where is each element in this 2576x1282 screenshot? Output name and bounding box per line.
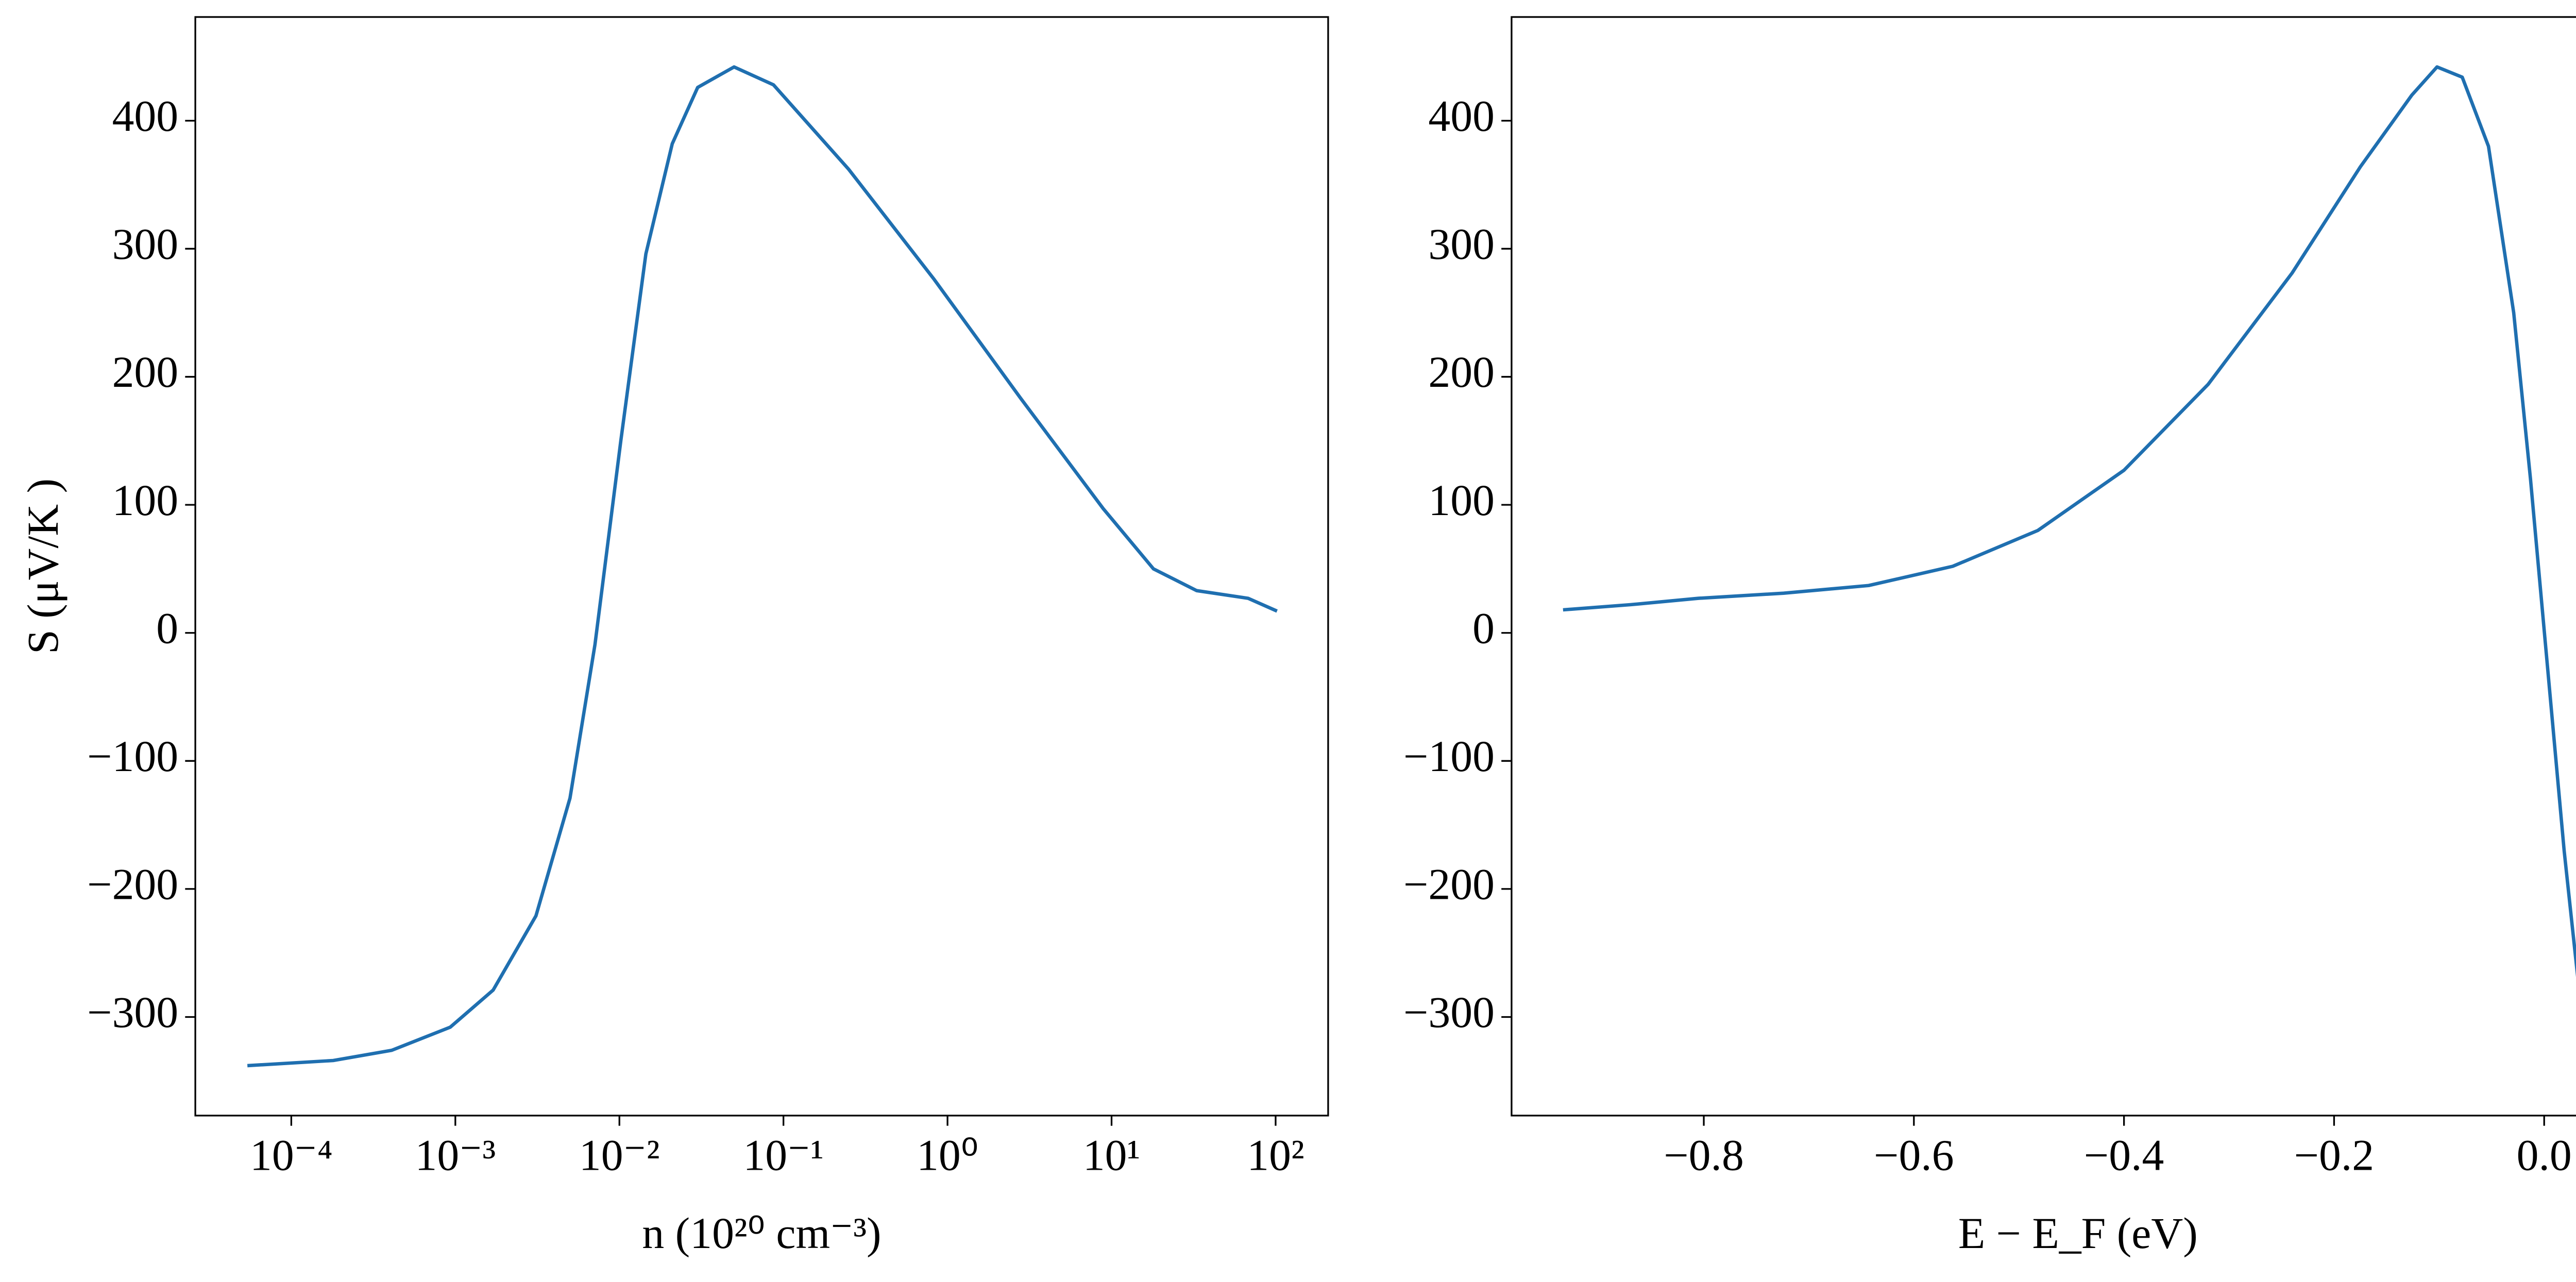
y-tick-label: 400 bbox=[1428, 92, 1495, 141]
x-tick-label: −0.2 bbox=[2294, 1131, 2374, 1180]
y-tick-label: −200 bbox=[87, 860, 178, 909]
y-tick-label: −300 bbox=[87, 988, 178, 1037]
y-axis-label: S (μV/K ) bbox=[19, 478, 67, 654]
x-tick-label: 10¹ bbox=[1083, 1131, 1140, 1180]
x-tick-label: 10⁻¹ bbox=[743, 1131, 824, 1180]
y-tick-label: 100 bbox=[112, 476, 179, 525]
y-tick-label: −100 bbox=[87, 732, 178, 781]
data-line bbox=[1563, 65, 2576, 978]
y-tick-label: 0 bbox=[156, 604, 178, 653]
y-tick-label: 200 bbox=[1428, 348, 1495, 397]
y-tick-label: 200 bbox=[112, 348, 179, 397]
x-tick-label: −0.6 bbox=[1874, 1131, 1954, 1180]
y-tick-label: 100 bbox=[1428, 476, 1495, 525]
x-tick-label: 10⁻⁴ bbox=[250, 1131, 333, 1180]
x-tick-label: −0.8 bbox=[1664, 1131, 1743, 1180]
x-axis-label: E − E_F (eV) bbox=[1958, 1209, 2198, 1258]
y-tick-label: −300 bbox=[1403, 988, 1495, 1037]
y-tick-label: −200 bbox=[1403, 860, 1495, 909]
plot-frame bbox=[194, 16, 1329, 1117]
y-tick-label: 300 bbox=[1428, 220, 1495, 269]
x-tick-label: 10² bbox=[1247, 1131, 1304, 1180]
x-tick-label: 10⁰ bbox=[917, 1131, 978, 1180]
y-tick-label: 0 bbox=[1472, 604, 1495, 653]
y-tick-label: 300 bbox=[112, 220, 179, 269]
x-tick-label: −0.4 bbox=[2084, 1131, 2164, 1180]
plot-frame bbox=[1511, 16, 2576, 1117]
x-tick-label: 0.0 bbox=[2517, 1131, 2572, 1180]
data-line bbox=[247, 65, 1278, 1068]
x-axis-label: n (10²⁰ cm⁻³) bbox=[642, 1209, 881, 1258]
y-tick-label: −100 bbox=[1403, 732, 1495, 781]
x-tick-label: 10⁻² bbox=[579, 1131, 660, 1180]
x-tick-label: 10⁻³ bbox=[415, 1131, 496, 1180]
y-tick-label: 400 bbox=[112, 92, 179, 141]
